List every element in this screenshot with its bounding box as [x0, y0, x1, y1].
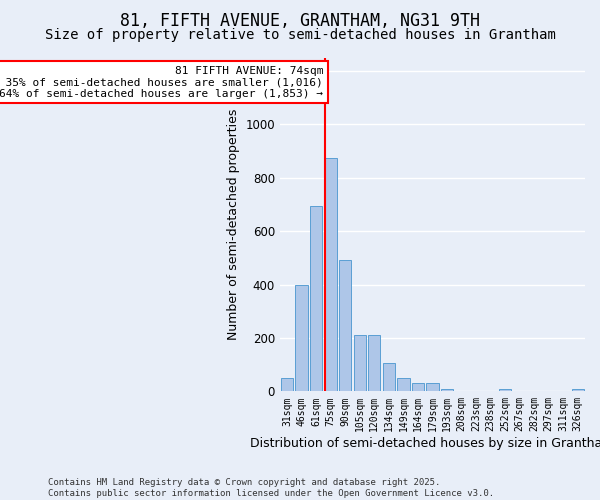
Bar: [572, 388, 584, 392]
Bar: [441, 388, 453, 392]
Bar: [499, 388, 511, 392]
Bar: [281, 378, 293, 392]
Bar: [325, 158, 337, 392]
Bar: [412, 384, 424, 392]
Y-axis label: Number of semi-detached properties: Number of semi-detached properties: [227, 108, 240, 340]
Bar: [353, 335, 366, 392]
Bar: [383, 364, 395, 392]
Text: 81, FIFTH AVENUE, GRANTHAM, NG31 9TH: 81, FIFTH AVENUE, GRANTHAM, NG31 9TH: [120, 12, 480, 30]
Bar: [368, 335, 380, 392]
Text: Contains HM Land Registry data © Crown copyright and database right 2025.
Contai: Contains HM Land Registry data © Crown c…: [48, 478, 494, 498]
X-axis label: Distribution of semi-detached houses by size in Grantham: Distribution of semi-detached houses by …: [250, 437, 600, 450]
Bar: [339, 260, 352, 392]
Bar: [426, 384, 439, 392]
Bar: [397, 378, 410, 392]
Text: 81 FIFTH AVENUE: 74sqm
← 35% of semi-detached houses are smaller (1,016)
64% of : 81 FIFTH AVENUE: 74sqm ← 35% of semi-det…: [0, 66, 323, 99]
Bar: [310, 206, 322, 392]
Text: Size of property relative to semi-detached houses in Grantham: Size of property relative to semi-detach…: [44, 28, 556, 42]
Bar: [295, 284, 308, 392]
